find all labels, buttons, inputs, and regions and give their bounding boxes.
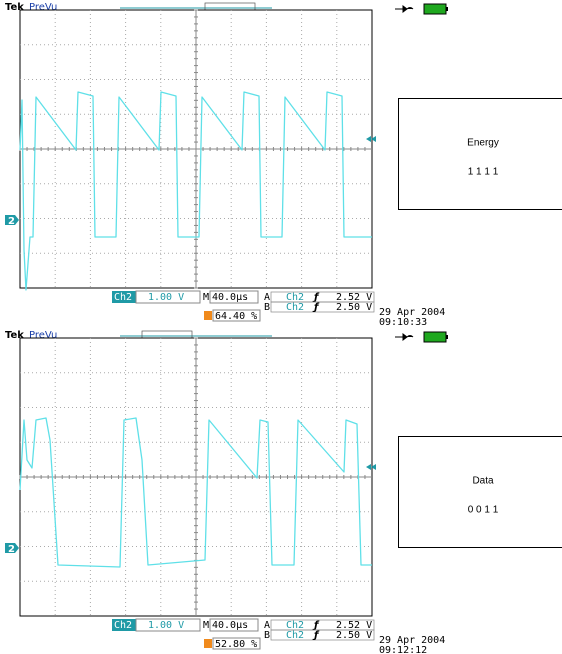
- time: 09:10:33: [379, 317, 427, 328]
- plug-icon: [395, 6, 413, 12]
- volts-per-div: 1.00 V: [148, 620, 184, 631]
- duty: 64.40 %: [215, 311, 257, 322]
- time: 09:12:12: [379, 645, 427, 654]
- trigger-level: 2.50 V: [336, 302, 372, 313]
- label-box: [399, 99, 562, 210]
- channel-marker: 2: [8, 216, 15, 227]
- battery-tip: [446, 7, 448, 11]
- page: TekPreVu2Ch21.00 VM40.0µsACh2ƒ2.52 VBCh2…: [0, 0, 562, 654]
- plug-icon: [395, 334, 413, 340]
- box-title: Data: [472, 476, 494, 487]
- battery-tip: [446, 335, 448, 339]
- duty-icon: [204, 311, 212, 320]
- duty: 52.80 %: [215, 639, 257, 650]
- timebase: 40.0µs: [212, 620, 248, 631]
- label-box: [399, 437, 562, 548]
- channel: Ch2: [114, 292, 132, 303]
- trigger-slope: ƒ: [312, 630, 320, 641]
- trigger-level: 2.50 V: [336, 630, 372, 641]
- timebase: 40.0µs: [212, 292, 248, 303]
- duty-icon: [204, 639, 212, 648]
- channel-marker: 2: [8, 544, 15, 555]
- screenshot: TekPreVu2Ch21.00 VM40.0µsACh2ƒ2.52 VBCh2…: [0, 0, 562, 654]
- box-title: Energy: [467, 138, 499, 149]
- timebase-prefix: M: [203, 620, 209, 631]
- trigger-label: B: [264, 302, 270, 313]
- timebase-prefix: M: [203, 292, 209, 303]
- trigger-source: Ch2: [286, 302, 304, 313]
- trigger-source: Ch2: [286, 630, 304, 641]
- volts-per-div: 1.00 V: [148, 292, 184, 303]
- battery: [424, 4, 446, 14]
- box-bits: 1 1 1 1: [468, 167, 499, 178]
- trigger-label: B: [264, 630, 270, 641]
- battery: [424, 332, 446, 342]
- channel: Ch2: [114, 620, 132, 631]
- box-bits: 0 0 1 1: [468, 505, 499, 516]
- trigger-slope: ƒ: [312, 302, 320, 313]
